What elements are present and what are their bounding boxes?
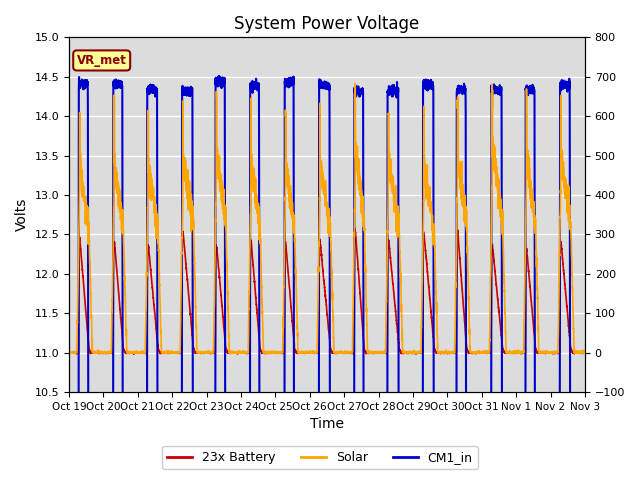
Solar (351, 81, 359, 86)
Solar (65, 350, 73, 356)
Line: Solar: Solar (69, 84, 585, 353)
Line: 23x Battery: 23x Battery (69, 228, 585, 354)
23x Battery (443, 349, 451, 355)
CM1_in (215, 73, 223, 79)
23x Battery (308, 350, 316, 356)
Solar (581, 350, 589, 356)
Solar (414, 349, 422, 355)
Solar (580, 350, 588, 356)
Title: System Power Voltage: System Power Voltage (234, 15, 420, 33)
23x Battery (472, 349, 479, 355)
Solar (308, 348, 316, 354)
23x Battery (130, 351, 138, 357)
Solar (65, 349, 73, 355)
23x Battery (351, 225, 358, 231)
Legend: 23x Battery, Solar, CM1_in: 23x Battery, Solar, CM1_in (163, 446, 477, 469)
23x Battery (158, 349, 166, 355)
Solar (472, 348, 479, 354)
23x Battery (414, 350, 422, 356)
23x Battery (65, 351, 73, 357)
Solar (158, 350, 166, 356)
X-axis label: Time: Time (310, 418, 344, 432)
23x Battery (581, 349, 589, 355)
Text: VR_met: VR_met (77, 54, 127, 67)
Line: CM1_in: CM1_in (69, 76, 585, 480)
23x Battery (580, 349, 588, 355)
Solar (443, 350, 451, 356)
Y-axis label: Volts: Volts (15, 198, 29, 231)
